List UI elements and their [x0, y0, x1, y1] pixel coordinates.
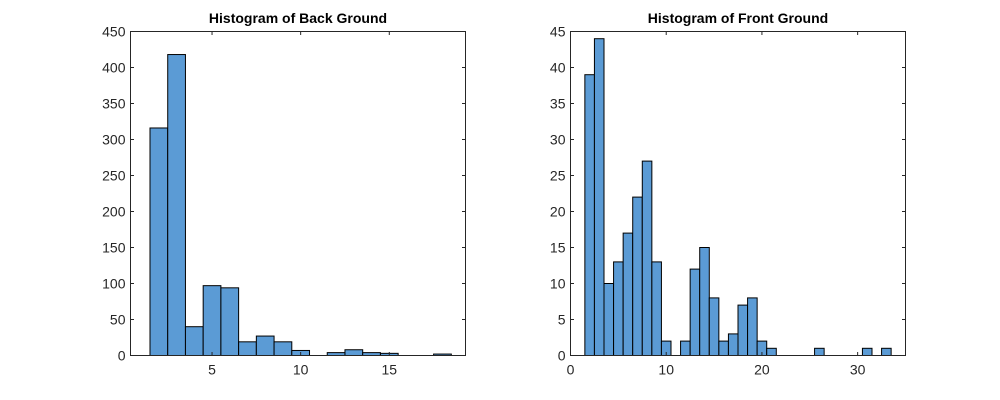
histogram-bar [632, 196, 643, 356]
histogram-bar [584, 74, 595, 356]
histogram-bar [149, 127, 169, 357]
y-tick-label: 20 [550, 204, 566, 220]
x-tick-label: 5 [208, 362, 216, 378]
histogram-bar [708, 297, 720, 356]
axes-box-front-ground [570, 31, 906, 356]
histogram-bar [680, 340, 691, 357]
histogram-bar [603, 283, 615, 356]
histogram-bar [861, 347, 873, 356]
y-tick-label: 35 [550, 96, 566, 112]
y-tick-label: 30 [550, 132, 566, 148]
x-tick-label: 15 [381, 362, 397, 378]
chart-title-back-ground: Histogram of Back Ground [209, 10, 387, 26]
chart-front-ground: Histogram of Front Ground 0 5 10 15 20 25 30 35… [550, 10, 906, 378]
y-tick-label: 250 [102, 168, 126, 184]
histogram-bar [881, 347, 892, 356]
y-tick-label: 150 [102, 240, 126, 256]
histogram-bar [344, 349, 364, 356]
histogram-bar [651, 261, 662, 356]
y-tick-label: 300 [102, 132, 126, 148]
histogram-bar [689, 268, 701, 357]
histogram-bar [737, 304, 749, 357]
histogram-bar [766, 347, 777, 356]
y-tick-label: 100 [102, 276, 126, 292]
histogram-bar [747, 297, 758, 356]
histogram-bar [238, 341, 257, 357]
histogram-bar [699, 247, 710, 356]
y-tick-label: 10 [550, 276, 566, 292]
histogram-bar [184, 326, 204, 357]
y-tick-label: 15 [550, 240, 566, 256]
histogram-bar [641, 160, 653, 356]
x-tick-label: 30 [850, 362, 866, 378]
y-tick-label: 0 [558, 348, 566, 364]
axes-box-back-ground [130, 31, 466, 356]
histogram-bar [593, 38, 605, 356]
x-tick-label: 10 [658, 362, 674, 378]
y-tick-label: 400 [102, 60, 126, 76]
histogram-bar [718, 340, 729, 357]
histogram-bar [727, 333, 739, 356]
x-tick-label: 20 [754, 362, 770, 378]
x-tick-label: 10 [293, 362, 309, 378]
y-tick-label: 200 [102, 204, 126, 220]
histogram-bar [255, 335, 275, 356]
bars-back-ground [149, 54, 452, 357]
bars-front-ground [584, 38, 892, 357]
y-tick-label: 0 [118, 348, 126, 364]
y-tick-label: 350 [102, 96, 126, 112]
histogram-bar [613, 261, 624, 356]
y-tick-label: 25 [550, 168, 566, 184]
histogram-bar [273, 341, 293, 357]
chart-back-ground: Histogram of Back Ground 0 50 100 150 200 250… [102, 10, 466, 378]
y-tick-label: 45 [550, 24, 566, 40]
histogram-bar [622, 232, 634, 357]
y-tick-label: 40 [550, 60, 566, 76]
histogram-bar [202, 285, 222, 356]
histogram-bar [220, 287, 240, 357]
histogram-bar [167, 54, 186, 356]
y-tick-label: 50 [110, 312, 126, 328]
ticks-back-ground: 0 50 100 150 200 250 300 350 400 450 5 10 15 [102, 24, 466, 378]
y-tick-label: 450 [102, 24, 126, 40]
chart-title-front-ground: Histogram of Front Ground [648, 10, 828, 26]
y-tick-label: 5 [558, 312, 566, 328]
ticks-front-ground: 0 5 10 15 20 25 30 35 40 45 0 10 20 30 [550, 24, 906, 378]
x-tick-label: 0 [567, 362, 575, 378]
histogram-bar [814, 347, 825, 356]
